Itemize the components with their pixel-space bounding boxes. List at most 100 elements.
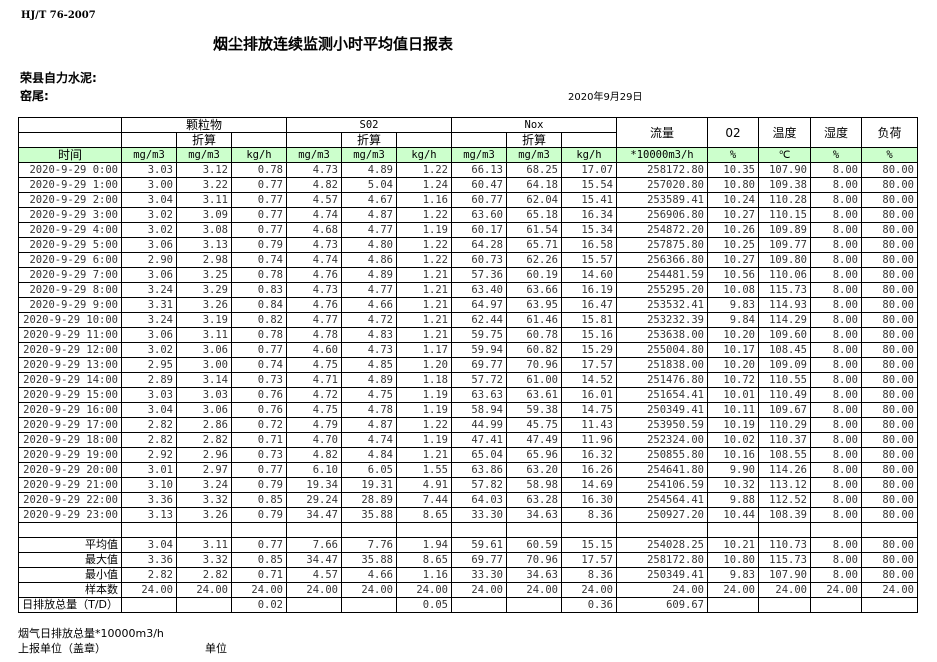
value-cell: 1.17 xyxy=(396,342,452,358)
value-cell: 24.00 xyxy=(176,582,232,598)
value-cell: 0.78 xyxy=(231,327,287,343)
value-cell: 250349.41 xyxy=(616,567,708,583)
value-cell: 110.73 xyxy=(758,537,811,553)
table-row: 2020-9-29 3:00 3.02 3.09 0.77 4.74 4.87 1.22 63… xyxy=(18,207,918,223)
value-cell: 15.15 xyxy=(561,537,617,553)
value-cell: 110.06 xyxy=(758,267,811,283)
value-cell: 60.19 xyxy=(506,267,562,283)
value-cell: 63.60 xyxy=(451,207,507,223)
value-cell: 4.84 xyxy=(341,447,397,463)
value-cell: 14.69 xyxy=(561,477,617,493)
value-cell: 3.08 xyxy=(176,222,232,238)
value-cell: 8.00 xyxy=(810,567,862,583)
table-row: 2020-9-29 16:00 3.04 3.06 0.76 4.75 4.78 1.19 5… xyxy=(18,402,918,418)
value-cell: 8.00 xyxy=(810,507,862,523)
value-cell: 65.71 xyxy=(506,237,562,253)
value-cell: 1.21 xyxy=(396,282,452,298)
header-nox: Nox xyxy=(451,117,617,133)
time-cell: 2020-9-29 9:00 xyxy=(18,297,122,313)
value-cell: 24.00 xyxy=(561,582,617,598)
value-cell: 16.34 xyxy=(561,207,617,223)
value-cell: 80.00 xyxy=(861,477,918,493)
value-cell: 8.00 xyxy=(810,177,862,193)
time-cell: 2020-9-29 13:00 xyxy=(18,357,122,373)
value-cell: 15.41 xyxy=(561,192,617,208)
value-cell: 4.73 xyxy=(341,342,397,358)
value-cell: 1.22 xyxy=(396,162,452,178)
header-row-converted: 折算 折算 折算 xyxy=(18,132,918,148)
unit-cell: mg/m3 xyxy=(506,147,562,163)
empty-cell xyxy=(231,522,287,538)
value-cell: 80.00 xyxy=(861,222,918,238)
value-cell: 57.82 xyxy=(451,477,507,493)
value-cell: 8.36 xyxy=(561,507,617,523)
table-row: 2020-9-29 6:00 2.90 2.98 0.74 4.74 4.86 1.22 60… xyxy=(18,252,918,268)
value-cell: 0.02 xyxy=(231,597,287,613)
table-row: 2020-9-29 13:00 2.95 3.00 0.74 4.75 4.85 1.20 6… xyxy=(18,357,918,373)
header-load: 负荷 xyxy=(861,117,918,148)
summary-label: 最小值 xyxy=(18,567,122,583)
value-cell: 80.00 xyxy=(861,507,918,523)
value-cell: 34.47 xyxy=(286,507,342,523)
value-cell: 2.86 xyxy=(176,417,232,433)
value-cell: 3.03 xyxy=(121,387,177,403)
value-cell: 7.76 xyxy=(341,537,397,553)
value-cell: 1.21 xyxy=(396,267,452,283)
value-cell: 108.45 xyxy=(758,342,811,358)
value-cell: 1.21 xyxy=(396,312,452,328)
value-cell: 256366.80 xyxy=(616,252,708,268)
table-row: 2020-9-29 22:00 3.36 3.32 0.85 29.24 28.89 7.4… xyxy=(18,492,918,508)
value-cell: 2.90 xyxy=(121,252,177,268)
value-cell: 80.00 xyxy=(861,567,918,583)
value-cell: 4.78 xyxy=(286,327,342,343)
value-cell: 3.01 xyxy=(121,462,177,478)
empty-cell xyxy=(506,522,562,538)
value-cell xyxy=(861,597,918,613)
unit-cell: mg/m3 xyxy=(121,147,177,163)
value-cell: 4.82 xyxy=(286,177,342,193)
value-cell: 8.00 xyxy=(810,222,862,238)
value-cell: 2.82 xyxy=(121,417,177,433)
value-cell: 3.11 xyxy=(176,192,232,208)
value-cell: 4.82 xyxy=(286,447,342,463)
empty-cell xyxy=(396,522,452,538)
value-cell: 3.02 xyxy=(121,342,177,358)
value-cell: 0.73 xyxy=(231,372,287,388)
value-cell: 24.00 xyxy=(707,582,759,598)
value-cell: 4.74 xyxy=(286,252,342,268)
value-cell: 10.20 xyxy=(707,357,759,373)
value-cell: 10.08 xyxy=(707,282,759,298)
value-cell: 4.91 xyxy=(396,477,452,493)
value-cell: 252324.00 xyxy=(616,432,708,448)
empty-cell xyxy=(121,522,177,538)
value-cell: 107.90 xyxy=(758,162,811,178)
value-cell: 2.82 xyxy=(121,567,177,583)
value-cell: 0.72 xyxy=(231,417,287,433)
value-cell: 17.57 xyxy=(561,357,617,373)
value-cell: 24.00 xyxy=(341,582,397,598)
table-row: 2020-9-29 20:00 3.01 2.97 0.77 6.10 6.05 1.55 6… xyxy=(18,462,918,478)
value-cell: 10.56 xyxy=(707,267,759,283)
empty-cell xyxy=(451,522,507,538)
value-cell: 2.95 xyxy=(121,357,177,373)
value-cell: 10.20 xyxy=(707,327,759,343)
value-cell: 8.00 xyxy=(810,312,862,328)
value-cell: 4.76 xyxy=(286,297,342,313)
value-cell: 4.70 xyxy=(286,432,342,448)
value-cell: 80.00 xyxy=(861,537,918,553)
summary-row: 最大值 3.36 3.32 0.85 34.47 35.88 8.65 69.77 70.96 1… xyxy=(18,552,918,568)
value-cell: 114.93 xyxy=(758,297,811,313)
value-cell: 8.00 xyxy=(810,417,862,433)
value-cell: 16.01 xyxy=(561,387,617,403)
value-cell: 3.09 xyxy=(176,207,232,223)
value-cell: 69.77 xyxy=(451,357,507,373)
table-row: 2020-9-29 17:00 2.82 2.86 0.72 4.79 4.87 1.22 4… xyxy=(18,417,918,433)
header-o2: 02 xyxy=(707,117,759,148)
value-cell: 251654.41 xyxy=(616,387,708,403)
value-cell: 4.73 xyxy=(286,237,342,253)
value-cell: 80.00 xyxy=(861,297,918,313)
value-cell: 3.04 xyxy=(121,402,177,418)
value-cell: 44.99 xyxy=(451,417,507,433)
value-cell: 3.06 xyxy=(121,267,177,283)
value-cell: 0.77 xyxy=(231,537,287,553)
